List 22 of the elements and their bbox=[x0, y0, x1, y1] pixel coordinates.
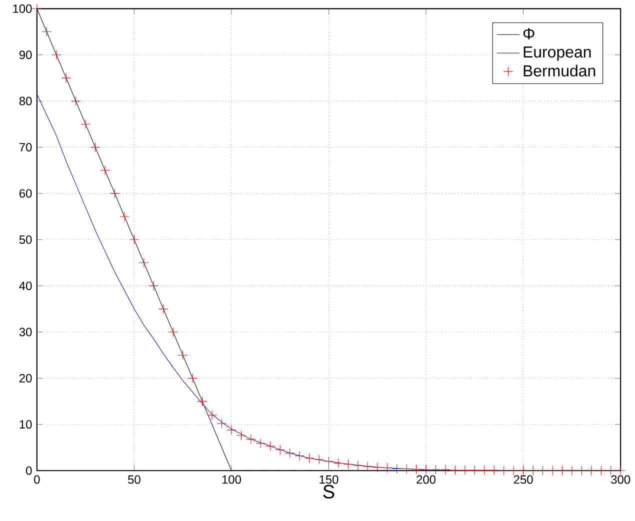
y-tick-label: 30 bbox=[19, 328, 32, 336]
legend-label: European bbox=[524, 46, 591, 61]
y-tick-label: 40 bbox=[19, 281, 32, 290]
x-tick-label: 200 bbox=[416, 475, 436, 484]
x-tick-label: 100 bbox=[222, 475, 241, 484]
x-tick-label: 250 bbox=[514, 475, 533, 484]
y-tick-label: 10 bbox=[20, 420, 32, 428]
y-tick-label: 20 bbox=[20, 374, 32, 382]
y-tick-label: 80 bbox=[19, 96, 32, 106]
y-tick-label: 60 bbox=[20, 188, 32, 198]
x-tick-label: 150 bbox=[320, 475, 338, 484]
x-tick-label: 300 bbox=[611, 475, 630, 484]
legend-label: Bermudan bbox=[524, 64, 596, 76]
x-tick-label: 0 bbox=[34, 475, 40, 484]
y-tick-label: 70 bbox=[20, 142, 32, 152]
y-tick-label: 0 bbox=[26, 466, 32, 475]
y-tick-label: 90 bbox=[19, 50, 32, 59]
y-tick-label: 100 bbox=[13, 4, 32, 13]
x-tick-label: 50 bbox=[128, 475, 140, 484]
legend-label: Φ bbox=[523, 28, 534, 40]
x-axis-title: S bbox=[323, 484, 334, 498]
y-tick-label: 50 bbox=[19, 235, 32, 244]
